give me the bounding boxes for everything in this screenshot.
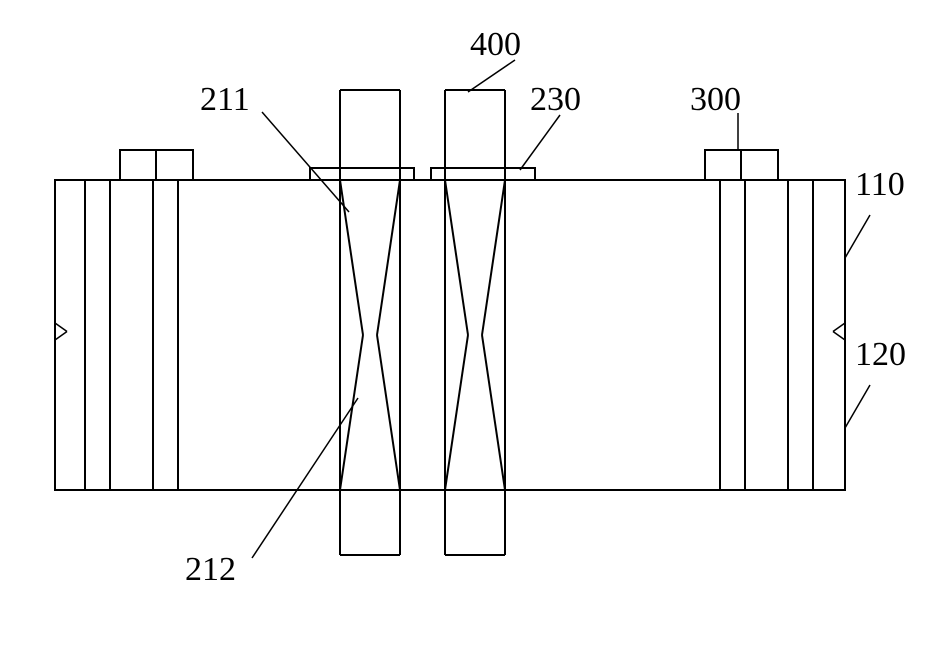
technical-diagram: 400 211 230 300 110 120 212 xyxy=(0,0,930,645)
label-l110: 110 xyxy=(855,166,905,203)
label-l230: 230 xyxy=(530,81,581,118)
label-l300: 300 xyxy=(690,81,741,118)
label-l212: 212 xyxy=(185,551,236,588)
label-l400: 400 xyxy=(470,26,521,63)
label-l120: 120 xyxy=(855,336,906,373)
label-l211: 211 xyxy=(200,81,250,118)
